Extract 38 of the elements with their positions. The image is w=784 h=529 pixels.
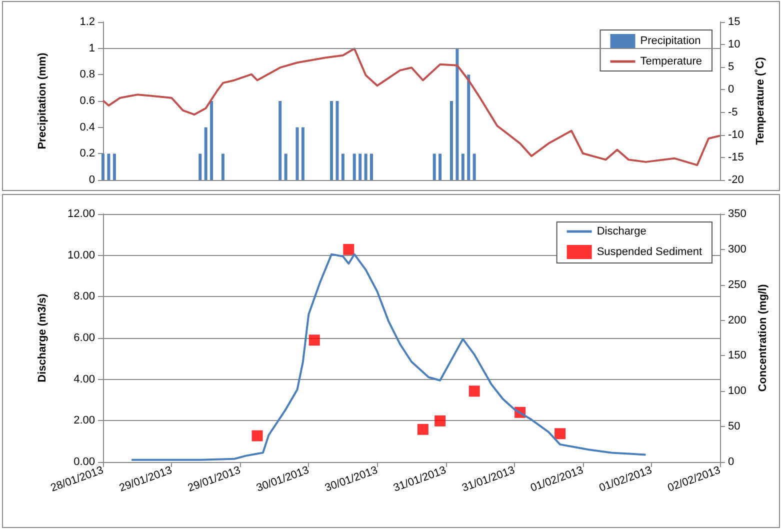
y-tick-label: 6.00 [74, 332, 95, 344]
y2-tick-label: 0 [728, 456, 734, 468]
y-tick-label: 0.2 [80, 148, 95, 160]
y2-tick-label: -15 [728, 151, 744, 164]
y-tick-label: 0.6 [80, 95, 95, 107]
y-axis-title: Discharge (m3/s) [36, 293, 48, 382]
y-tick-label: 8.00 [74, 290, 95, 303]
y2-tick-label: 100 [728, 385, 746, 398]
y2-tick-label: 200 [728, 314, 746, 326]
y2-tick-label: 5 [728, 61, 734, 74]
y2-tick-label: 150 [728, 350, 746, 362]
y2-tick-label: 300 [728, 243, 746, 256]
legend-label: Discharge [596, 226, 646, 238]
y-tick-label: 0 [88, 174, 95, 186]
legend-label: Temperature [640, 56, 702, 68]
y-tick-label: 1.2 [80, 16, 95, 28]
y-tick-label: 4.00 [74, 373, 95, 386]
y2-tick-label: -10 [728, 128, 744, 141]
y2-tick-label: -20 [728, 174, 744, 186]
y2-tick-label: 250 [728, 278, 746, 291]
y2-axis-title: Concentration (mg/l) [756, 284, 769, 392]
y2-tick-label: 50 [728, 420, 740, 433]
y-axis-title: Precipitation (mm) [36, 52, 48, 150]
y2-tick-label: 350 [728, 208, 746, 220]
legend-label: Precipitation [640, 35, 701, 47]
y-tick-label: 1 [88, 42, 95, 54]
y-tick-label: 0.4 [80, 121, 95, 134]
y-tick-label: 0.8 [80, 68, 95, 81]
y2-tick-label: -5 [728, 106, 738, 118]
y2-tick-label: 15 [728, 16, 740, 28]
y-tick-label: 0.00 [74, 456, 95, 468]
y-tick-label: 2.00 [74, 414, 95, 427]
y2-tick-label: 10 [728, 38, 740, 51]
y-tick-label: 12.00 [67, 208, 95, 220]
y-tick-label: 10.00 [67, 249, 95, 262]
y2-axis-title: Temperature (˚C) [754, 56, 766, 145]
y2-tick-label: 0 [728, 84, 734, 96]
legend-label: Suspended Sediment [596, 246, 702, 258]
